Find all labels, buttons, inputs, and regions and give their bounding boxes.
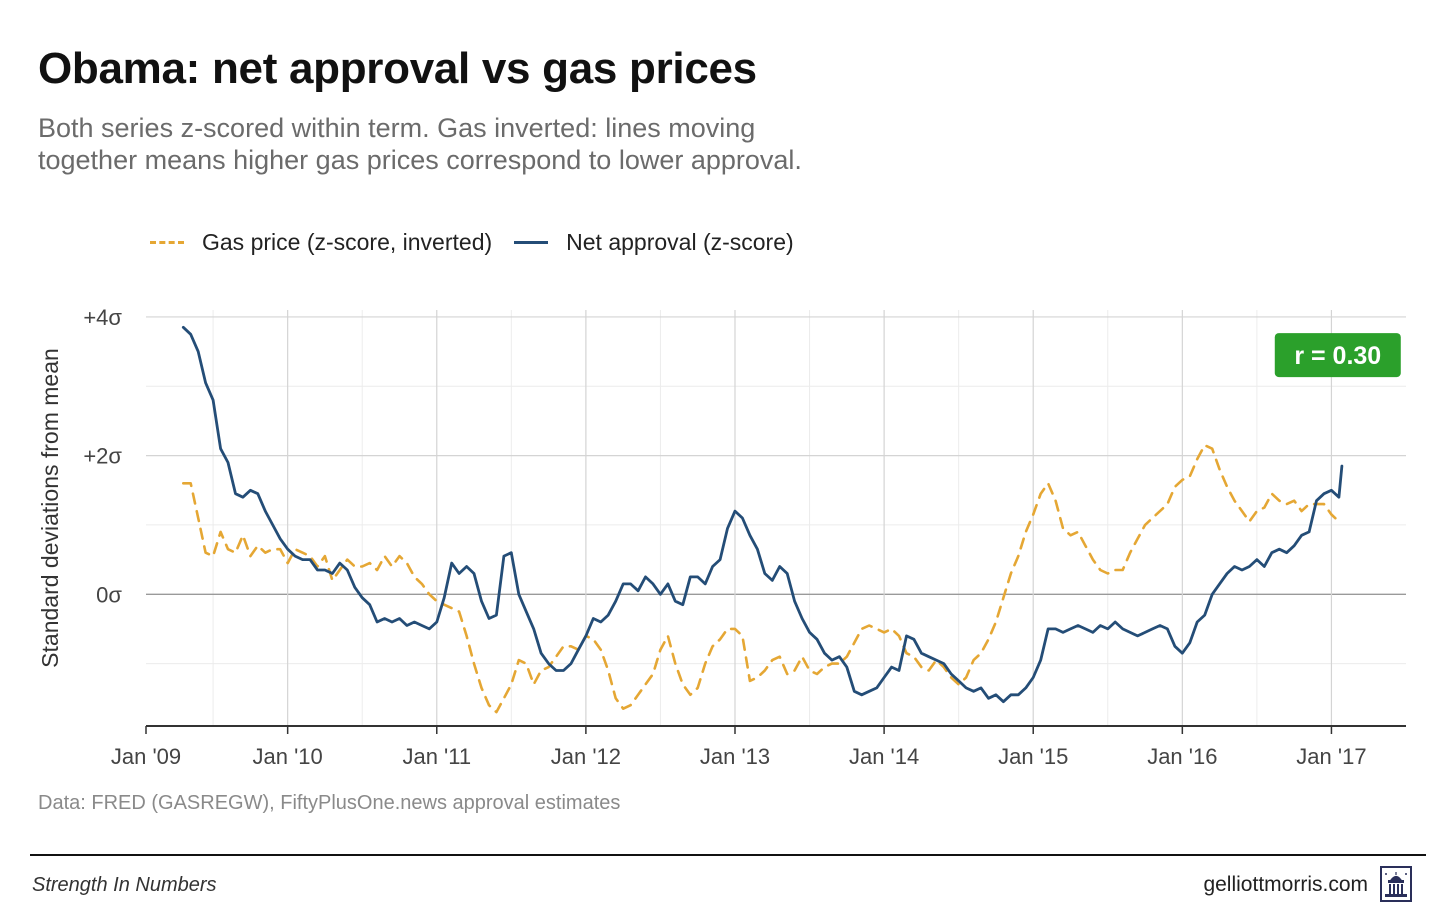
grid xyxy=(146,310,1406,726)
legend-label-gas: Gas price (z-score, inverted) xyxy=(202,228,493,255)
chart-title: Obama: net approval vs gas prices xyxy=(38,44,757,93)
x-tick-label: Jan '16 xyxy=(1147,744,1217,769)
x-tick-label: Jan '17 xyxy=(1296,744,1366,769)
legend-key-gas xyxy=(150,240,184,244)
axes: +4σ +2σ 0σ Jan '09 Jan '10 Jan '11 Jan '12 Jan … xyxy=(37,305,1406,769)
correlation-label: r = 0.30 xyxy=(1294,342,1381,370)
x-tick-label: Jan '12 xyxy=(551,744,621,769)
line-chart: +4σ +2σ 0σ Jan '09 Jan '10 Jan '11 Jan '12 Jan … xyxy=(37,305,1406,769)
annotation-group: r = 0.30 xyxy=(1274,333,1401,378)
legend-key-approval xyxy=(514,240,549,244)
series-group xyxy=(181,325,1344,714)
x-tick-label: Jan '10 xyxy=(253,744,323,769)
footer-site[interactable]: gelliottmorris.com xyxy=(1203,873,1368,896)
y-axis-label: Standard deviations from mean xyxy=(37,348,63,668)
x-tick-label: Jan '11 xyxy=(402,744,471,769)
subtitle-line-2: together means higher gas prices corresp… xyxy=(38,145,802,175)
y-tick-label: 0σ xyxy=(96,582,122,607)
subtitle-line-1: Both series z-scored within term. Gas in… xyxy=(38,113,756,143)
capitol-logo-icon xyxy=(1380,866,1412,902)
y-tick-label: +2σ xyxy=(83,444,122,469)
x-tick-label: Jan '09 xyxy=(111,744,181,769)
footer-brand: Strength In Numbers xyxy=(32,874,217,896)
footer-divider xyxy=(30,854,1426,856)
chart-subtitle: Both series z-scored within term. Gas in… xyxy=(38,112,938,176)
legend-item-gas: Gas price (z-score, inverted) xyxy=(150,229,492,256)
x-tick-label: Jan '15 xyxy=(998,744,1068,769)
legend: Gas price (z-score, inverted) Net approv… xyxy=(150,226,794,258)
legend-label-approval: Net approval (z-score) xyxy=(566,228,794,255)
x-tick-label: Jan '13 xyxy=(700,744,770,769)
source-note: Data: FRED (GASREGW), FiftyPlusOne.news … xyxy=(38,792,621,814)
y-tick-label: +4σ xyxy=(83,305,122,330)
legend-item-approval: Net approval (z-score) xyxy=(514,229,794,256)
correlation-badge xyxy=(1274,333,1401,378)
x-tick-label: Jan '14 xyxy=(849,744,919,769)
series-line-gas xyxy=(182,443,1341,714)
series-line-approval xyxy=(181,325,1344,704)
